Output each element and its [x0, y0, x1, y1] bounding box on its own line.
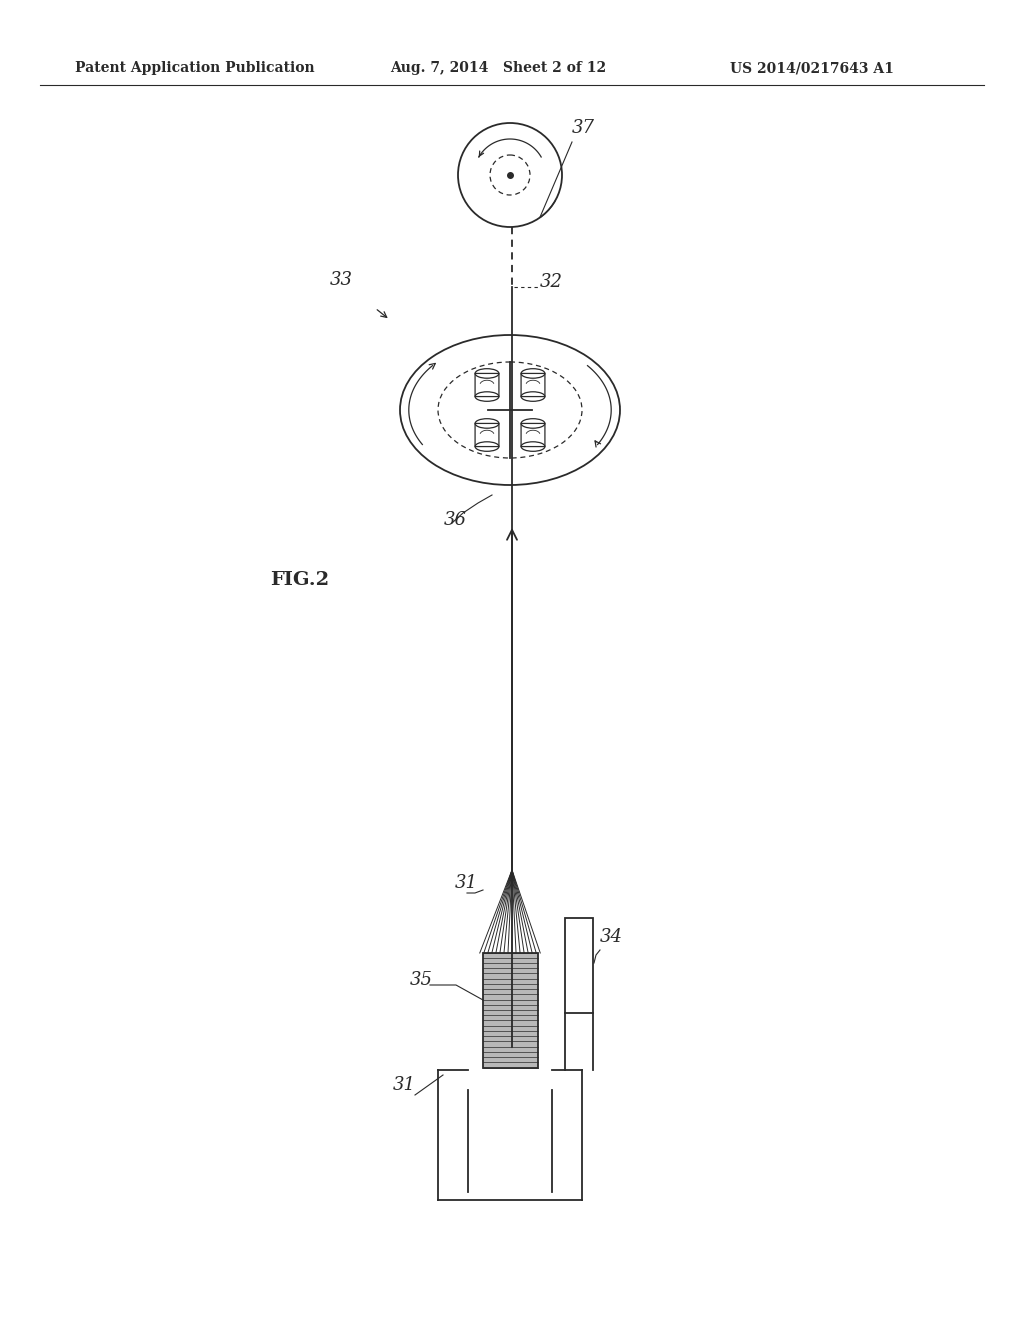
- Text: 32: 32: [540, 273, 563, 290]
- Text: 36: 36: [444, 511, 467, 529]
- Bar: [565, 917, 593, 1012]
- Text: 33: 33: [330, 271, 353, 289]
- Text: 35: 35: [410, 972, 433, 989]
- Text: Aug. 7, 2014   Sheet 2 of 12: Aug. 7, 2014 Sheet 2 of 12: [390, 61, 606, 75]
- Text: FIG.2: FIG.2: [270, 572, 329, 589]
- Text: 31: 31: [393, 1076, 416, 1094]
- Text: 31: 31: [455, 874, 478, 892]
- Text: 37: 37: [572, 119, 595, 137]
- Text: Patent Application Publication: Patent Application Publication: [75, 61, 314, 75]
- Text: 34: 34: [600, 928, 623, 946]
- Bar: [482, 953, 538, 1068]
- Text: US 2014/0217643 A1: US 2014/0217643 A1: [730, 61, 894, 75]
